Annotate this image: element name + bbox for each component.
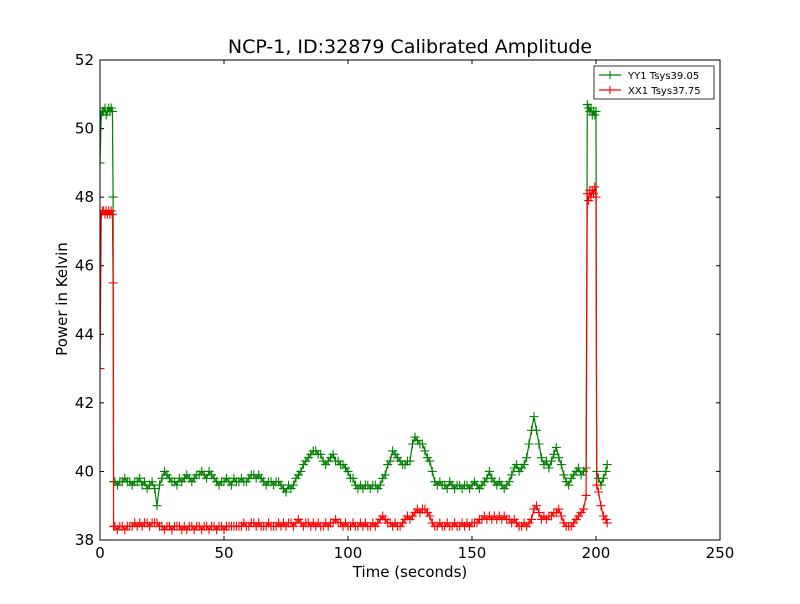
data-point	[564, 480, 574, 490]
data-point	[172, 480, 182, 490]
data-point	[375, 480, 385, 490]
data-point	[328, 449, 338, 459]
y-tick-label: 40	[75, 462, 94, 480]
legend: YY1 Tsys39.05 XX1 Tsys37.75	[593, 65, 715, 100]
x-tick-label: 100	[334, 544, 363, 562]
data-point	[108, 278, 118, 288]
axes-frame	[99, 59, 721, 541]
data-point	[581, 490, 591, 500]
data-point	[554, 504, 564, 514]
x-tick-label: 200	[582, 544, 611, 562]
data-point	[420, 446, 430, 456]
data-point	[150, 484, 160, 494]
data-point	[348, 473, 358, 483]
data-point	[591, 106, 601, 116]
series-1	[100, 182, 612, 535]
data-point	[522, 453, 532, 463]
legend-box	[593, 65, 715, 100]
plot-area: 0 50 100 150 200 250 38 40 42 44 46 48 50 52	[75, 51, 734, 562]
data-point	[425, 511, 435, 521]
data-point	[524, 439, 534, 449]
data-point	[100, 364, 105, 374]
data-point	[529, 412, 539, 422]
data-point	[546, 456, 556, 466]
data-point	[155, 480, 164, 490]
data-point	[343, 466, 353, 476]
data-point	[417, 439, 427, 449]
data-point	[484, 466, 494, 476]
legend-swatch-marker	[606, 71, 614, 79]
data-point	[108, 192, 118, 202]
data-point	[594, 487, 603, 497]
data-point	[385, 456, 395, 466]
data-point	[107, 209, 117, 219]
data-point	[551, 442, 561, 452]
data-point	[507, 470, 517, 480]
data-point	[504, 477, 514, 487]
data-point	[380, 470, 390, 480]
y-tick-label: 48	[75, 188, 94, 206]
y-tick-label: 50	[75, 120, 94, 138]
data-point	[549, 449, 559, 459]
data-point	[519, 460, 529, 470]
x-tick-label: 0	[95, 544, 105, 562]
data-point	[107, 106, 117, 116]
y-tick-label: 42	[75, 394, 94, 412]
data-point	[601, 466, 611, 476]
data-point	[598, 473, 608, 483]
data-point	[147, 477, 157, 487]
data-point	[592, 480, 602, 490]
x-tick-label: 250	[706, 544, 735, 562]
series-0	[100, 100, 612, 511]
data-point	[527, 514, 536, 524]
data-point	[602, 518, 612, 528]
legend-swatch-marker	[606, 86, 614, 94]
data-point	[591, 192, 601, 202]
legend-entry-label: YY1 Tsys39.05	[627, 71, 699, 82]
data-point	[405, 456, 415, 466]
y-tick-label: 44	[75, 325, 94, 343]
data-point	[288, 480, 298, 490]
data-point	[532, 501, 541, 511]
data-point	[135, 473, 145, 483]
y-tick-label: 46	[75, 257, 94, 275]
data-point	[579, 504, 589, 514]
data-point	[226, 480, 236, 490]
data-point	[425, 456, 435, 466]
chart-title: NCP-1, ID:32879 Calibrated Amplitude	[228, 36, 592, 58]
data-point	[556, 511, 566, 521]
data-point	[556, 460, 566, 470]
data-point	[544, 463, 554, 473]
data-point	[152, 501, 162, 511]
data-point	[534, 508, 544, 518]
y-tick-label: 38	[75, 531, 94, 549]
data-point	[536, 453, 546, 463]
data-point	[534, 439, 544, 449]
data-point	[554, 453, 564, 463]
legend-entry-label: XX1 Tsys37.75	[628, 86, 701, 97]
x-axis-label: Time (seconds)	[352, 563, 468, 581]
data-point	[427, 466, 437, 476]
y-axis-label: Power in Kelvin	[53, 242, 71, 356]
data-point	[532, 425, 541, 435]
data-point	[559, 470, 569, 480]
data-point	[296, 466, 306, 476]
x-tick-label: 150	[458, 544, 487, 562]
data-point	[316, 449, 326, 459]
series-line-0	[100, 104, 608, 506]
data-point	[602, 460, 612, 470]
data-point	[100, 158, 105, 168]
x-tick-label: 50	[214, 544, 233, 562]
y-tick-label: 52	[75, 51, 94, 69]
data-point	[590, 182, 600, 192]
data-point	[281, 487, 291, 497]
data-point	[596, 501, 606, 511]
